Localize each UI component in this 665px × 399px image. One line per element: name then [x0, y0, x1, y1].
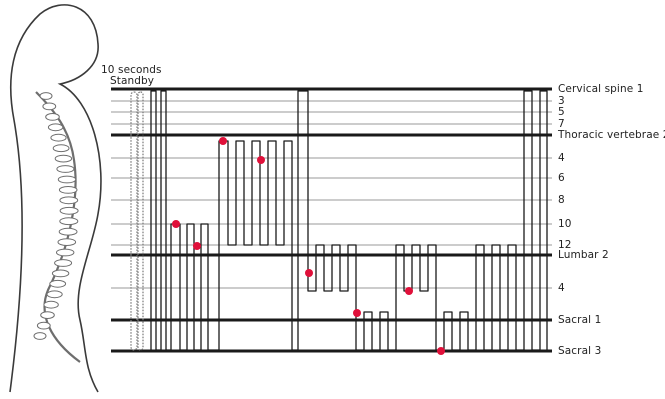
marker-thoracic-4 — [257, 156, 265, 164]
vertebra-shape — [43, 300, 59, 309]
vertebra-shape — [58, 186, 78, 194]
level-label-c1: Cervical spine 1 — [558, 83, 644, 95]
level-label-t10: 10 — [558, 218, 572, 230]
standby-loop — [130, 91, 144, 351]
vertebra-shape — [39, 92, 53, 100]
level-label-l4: 4 — [558, 282, 565, 294]
level-label-t12: 12 — [558, 239, 572, 251]
vertebra-shape — [58, 227, 78, 236]
marker-thoracic-upper — [219, 137, 227, 145]
stop-markers — [172, 137, 445, 355]
level-label-t6: 6 — [558, 172, 565, 184]
vertebra-shape — [57, 238, 77, 247]
duration-label: 10 seconds — [101, 64, 162, 76]
level-grid — [111, 87, 552, 353]
vertebra-shape — [36, 321, 51, 330]
vertebra-shape — [54, 154, 73, 163]
marker-lumbar-upper — [305, 269, 313, 277]
marker-sacral-3 — [437, 347, 445, 355]
vertebra-shape — [50, 133, 67, 142]
level-label-l2: Lumbar 2 — [558, 249, 609, 261]
vertebra-shape — [57, 175, 77, 184]
level-label-c3: 3 — [558, 95, 565, 107]
vertebra-shape — [45, 113, 60, 121]
vertebrae-group — [33, 92, 79, 340]
massage-path — [150, 90, 548, 351]
level-label-s1: Sacral 1 — [558, 314, 602, 326]
vertebra-shape — [52, 144, 70, 153]
vertebra-shape — [46, 290, 63, 299]
human-spine-icon — [9, 4, 102, 393]
vertebra-shape — [51, 269, 70, 278]
vertebra-shape — [49, 279, 67, 288]
vertebra-shape — [42, 102, 57, 111]
vertebra-shape — [33, 332, 47, 340]
level-label-t8: 8 — [558, 194, 565, 206]
level-label-s3: Sacral 3 — [558, 345, 602, 357]
level-label-c5: 5 — [558, 106, 565, 118]
standby-label: Standby — [110, 75, 155, 87]
vertebra-shape — [56, 165, 75, 173]
marker-lumbar-4 — [405, 287, 413, 295]
vertebra-shape — [47, 123, 64, 132]
vertebra-shape — [55, 248, 75, 257]
marker-thoracic-12 — [193, 242, 201, 250]
vertebra-shape — [59, 196, 79, 205]
level-label-t4: 4 — [558, 152, 565, 164]
level-label-t2: Thoracic vertebrae 2 — [558, 129, 665, 141]
vertebra-shape — [40, 311, 55, 320]
vertebra-shape — [54, 259, 73, 267]
vertebra-shape — [59, 217, 79, 226]
marker-thoracic-10 — [172, 220, 180, 228]
vertebra-shape — [59, 206, 79, 215]
level-label-c7: 7 — [558, 118, 565, 130]
marker-sacral-1 — [353, 309, 361, 317]
